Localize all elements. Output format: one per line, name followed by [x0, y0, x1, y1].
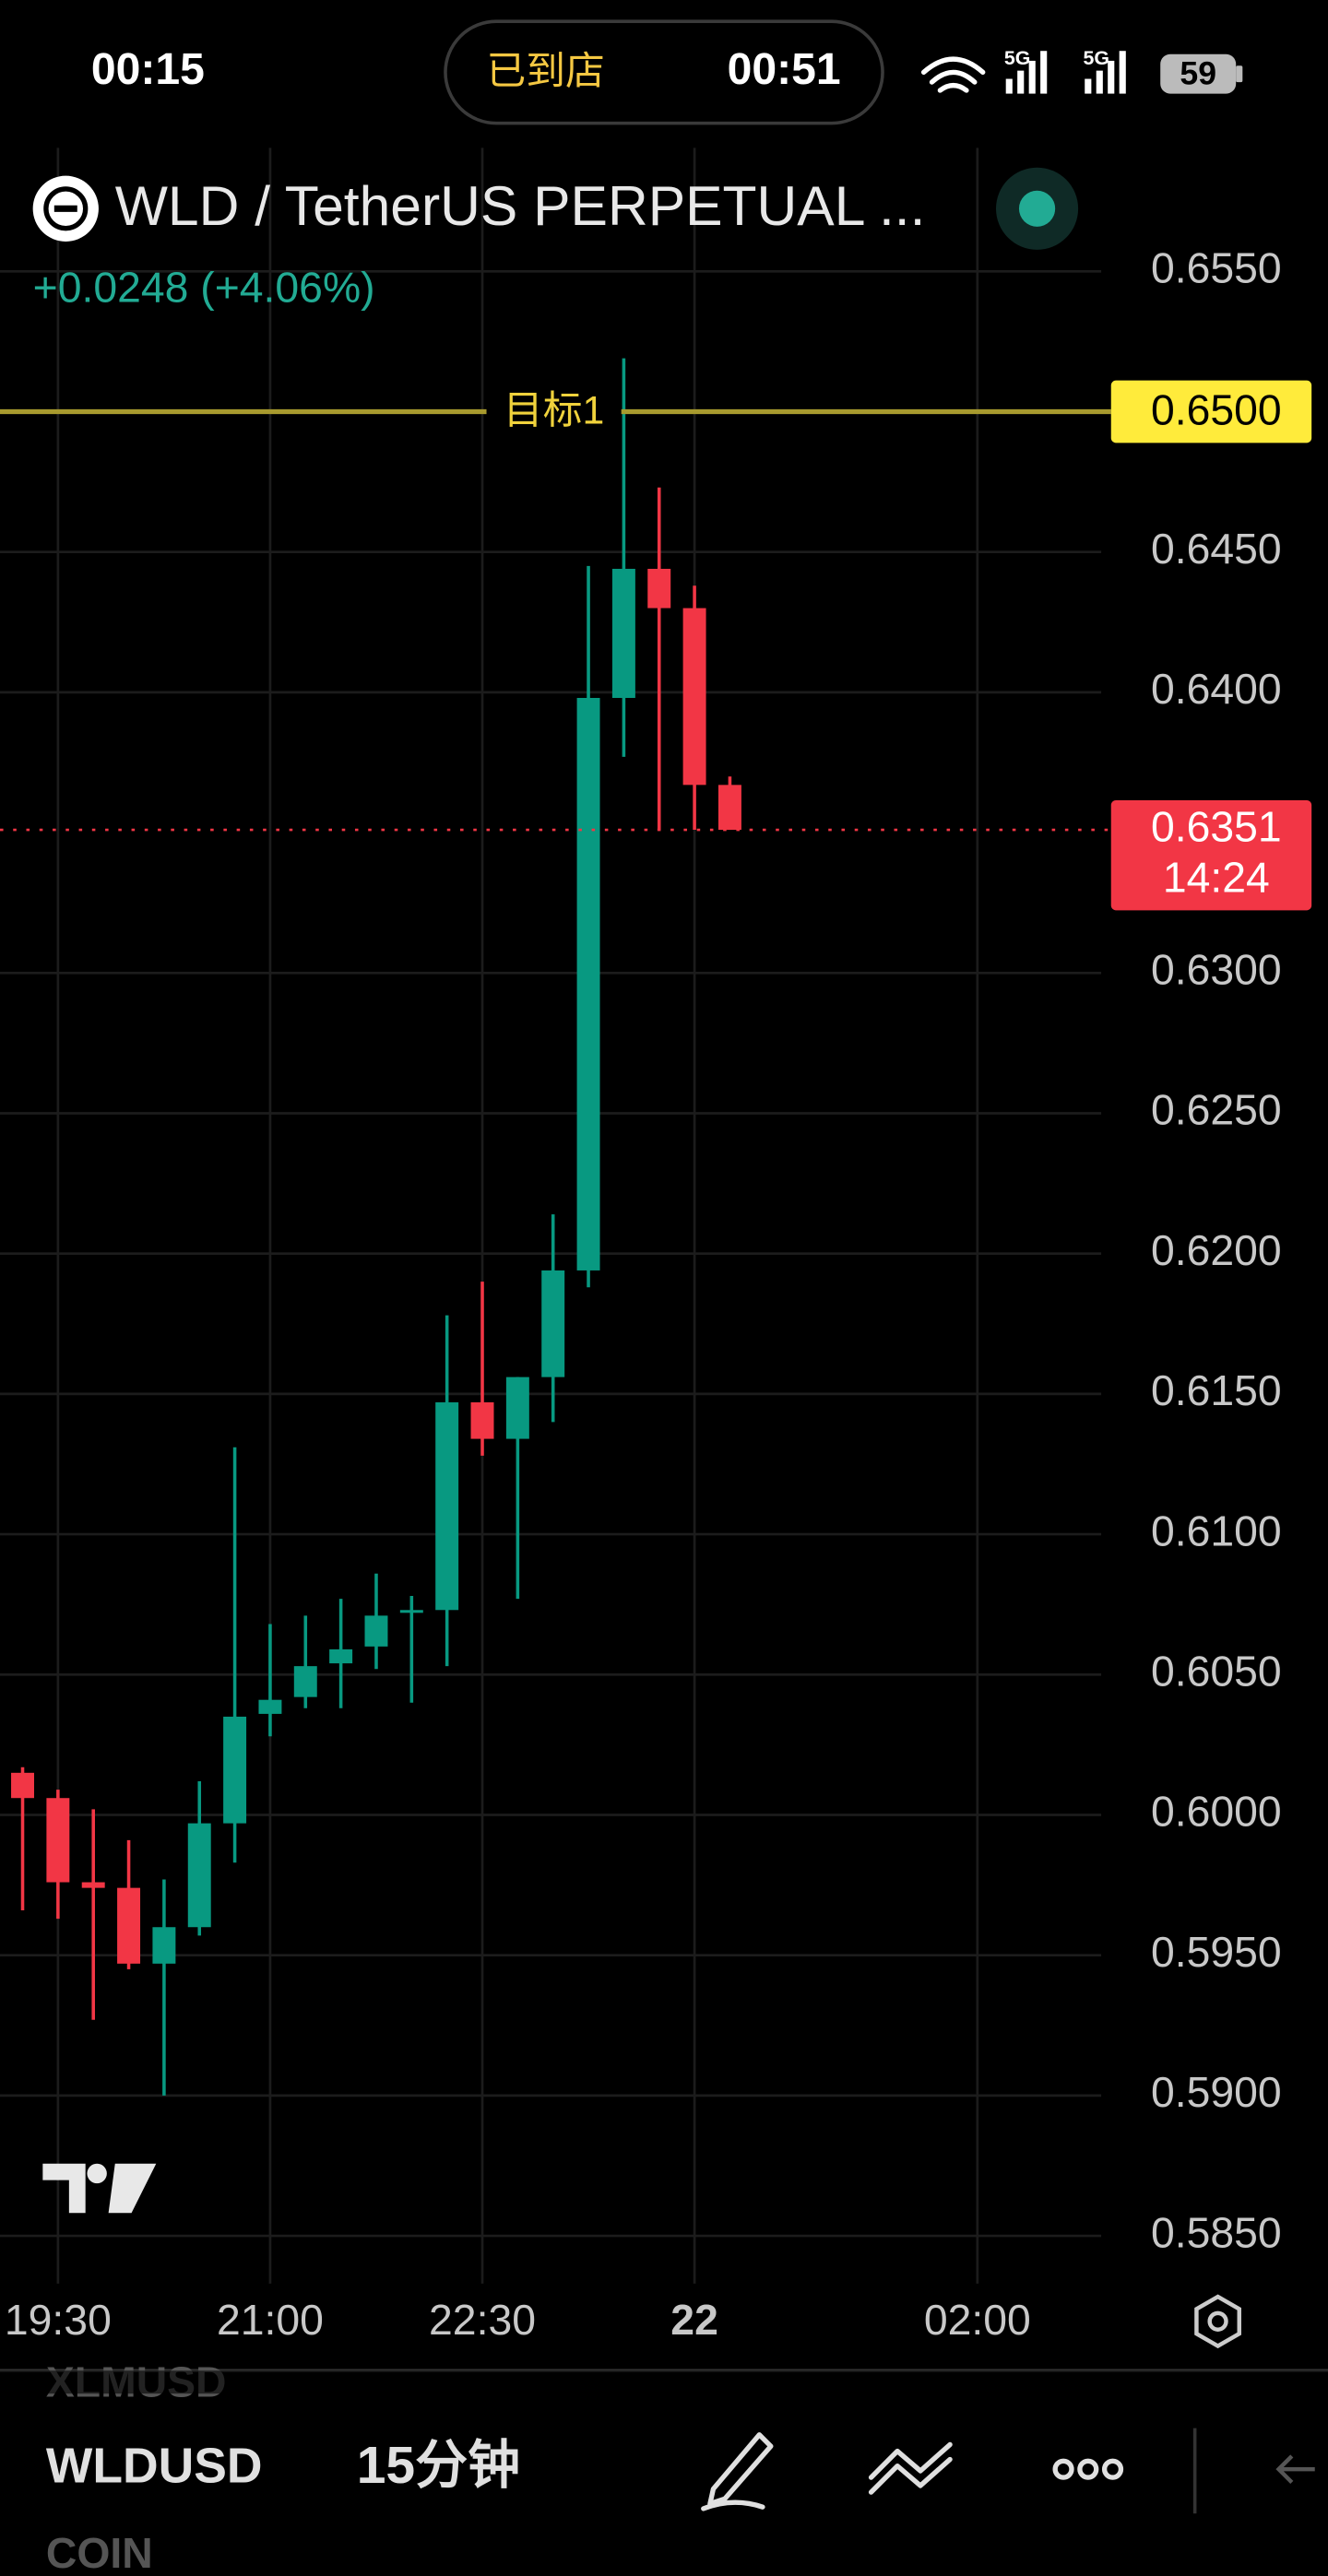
- candle-body: [399, 1610, 423, 1613]
- x-tick-label: 22:30: [429, 2296, 536, 2344]
- x-tick-label: 02:00: [924, 2296, 1031, 2344]
- candle-body: [576, 697, 600, 1270]
- y-tick-label: 0.6000: [1151, 1788, 1282, 1836]
- candle-body: [117, 1887, 141, 1964]
- indicator-icon[interactable]: [868, 2441, 953, 2495]
- chart-title: WLD / TetherUS PERPETUAL ...: [115, 174, 926, 237]
- settings-icon[interactable]: [1194, 2294, 1241, 2349]
- y-tick-label: 0.6200: [1151, 1226, 1282, 1274]
- signal-icon: [1085, 51, 1126, 94]
- wifi-icon: [920, 56, 986, 93]
- candle-body: [223, 1716, 247, 1824]
- tradingview-logo: [42, 2163, 157, 2214]
- candle-body: [505, 1377, 529, 1439]
- network-label: 5G: [1083, 47, 1109, 69]
- status-time: 00:15: [91, 44, 205, 94]
- signal-icon: [1005, 51, 1048, 94]
- candle-body: [717, 785, 741, 831]
- fade-top: [0, 2370, 1328, 2394]
- y-tick-label: 0.6450: [1151, 525, 1282, 573]
- candle-body: [258, 1699, 282, 1714]
- candle-body: [329, 1648, 353, 1664]
- last-price-bg: [1110, 799, 1312, 911]
- candle-body: [364, 1615, 388, 1647]
- x-tick-label: 22: [670, 2296, 718, 2344]
- y-tick-label: 0.6150: [1151, 1366, 1282, 1414]
- target-label: 0.6500: [1151, 386, 1282, 434]
- pill-time: 00:51: [728, 44, 841, 94]
- back-icon[interactable]: [1275, 2454, 1315, 2485]
- y-tick-label: 0.6300: [1151, 946, 1282, 994]
- price-change: +0.0248 (+4.06%): [33, 264, 375, 312]
- draw-tool-icon[interactable]: [701, 2432, 774, 2511]
- y-tick-label: 0.5900: [1151, 2068, 1282, 2116]
- y-tick-label: 0.5950: [1151, 1928, 1282, 1976]
- last-price-label: 0.6351: [1151, 802, 1282, 850]
- candle-body: [611, 568, 635, 698]
- candle-body: [152, 1927, 176, 1964]
- candle-body: [81, 1882, 105, 1888]
- symbol-logo-ring: [43, 186, 89, 231]
- y-tick-label: 0.6050: [1151, 1648, 1282, 1696]
- battery-icon: [1160, 53, 1237, 94]
- candle-body: [293, 1666, 317, 1697]
- y-tick-label: 0.6550: [1151, 244, 1282, 292]
- y-tick-label: 0.5850: [1151, 2208, 1282, 2256]
- settings-icon-center: [1207, 2310, 1228, 2332]
- y-tick-label: 0.6250: [1151, 1086, 1282, 1134]
- target-name-bg: [486, 384, 622, 440]
- target-label-bg: [1110, 380, 1312, 443]
- candle-body: [647, 568, 671, 609]
- status-pill[interactable]: [444, 19, 884, 125]
- network-label: 5G: [1004, 47, 1031, 69]
- plot: 0.6550 0.6450 0.6400 0.6300 0.6250 0.6200 0.61…: [0, 244, 1312, 2344]
- more-icon[interactable]: [1052, 2458, 1124, 2480]
- symbol-option[interactable]: COIN: [46, 2529, 153, 2576]
- candle-body: [435, 1402, 459, 1611]
- grid: [0, 148, 1102, 2284]
- x-tick-label: 19:30: [5, 2296, 112, 2344]
- x-tick-label: 21:00: [217, 2296, 324, 2344]
- interval[interactable]: 15分钟: [357, 2436, 520, 2495]
- candle-body: [541, 1270, 565, 1377]
- symbol-logo-bar: [53, 205, 77, 212]
- pill-label: 已到店: [487, 49, 605, 93]
- candle-body: [46, 1798, 70, 1883]
- symbol-current[interactable]: WLDUSD: [46, 2439, 263, 2493]
- candle-body: [187, 1823, 211, 1928]
- battery-cap: [1236, 65, 1243, 83]
- candle-body: [470, 1402, 494, 1439]
- candle-body: [682, 608, 706, 786]
- y-tick-label: 0.6400: [1151, 665, 1282, 713]
- candle-body: [11, 1772, 34, 1799]
- status-dot[interactable]: [1018, 190, 1056, 227]
- target-name: 目标1: [504, 389, 604, 433]
- countdown: 14:24: [1163, 854, 1270, 902]
- battery-level: 59: [1180, 54, 1216, 91]
- y-tick-label: 0.6100: [1151, 1507, 1282, 1554]
